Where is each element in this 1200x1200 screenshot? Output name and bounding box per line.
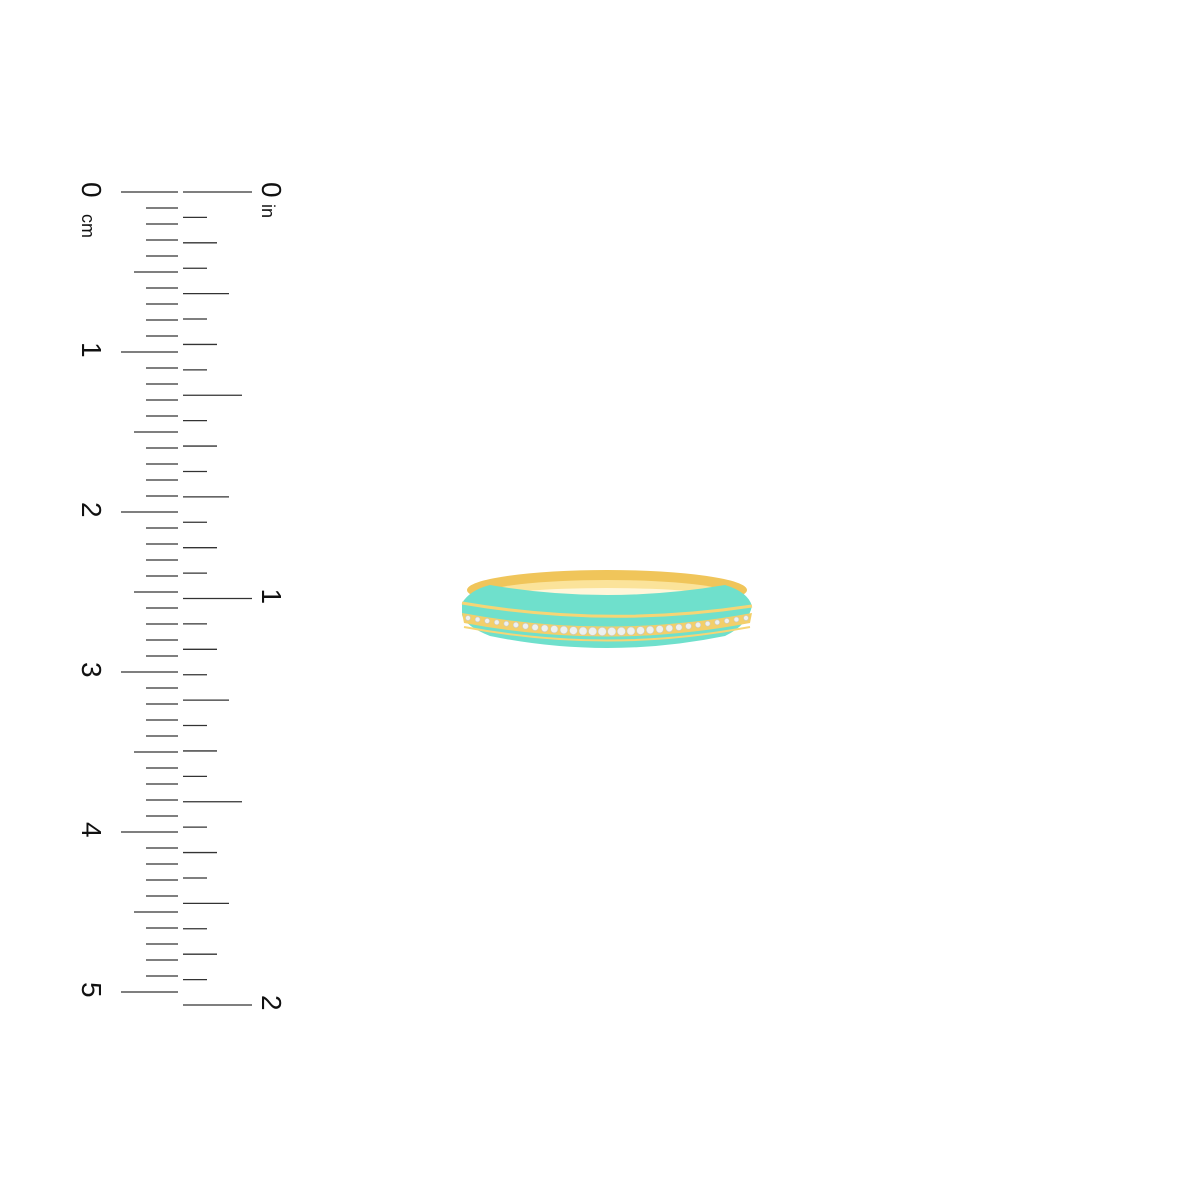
cm-label: 1	[76, 342, 107, 358]
diamond	[665, 624, 674, 633]
diamond	[550, 625, 559, 634]
diamond	[512, 621, 519, 628]
inch-unit-label: in	[258, 204, 278, 218]
ring-image	[461, 570, 753, 648]
diamond	[588, 626, 598, 636]
inch-labels: 0 1 2 in	[256, 182, 287, 1011]
diamond	[503, 620, 510, 627]
diamond	[493, 619, 500, 626]
diamond	[704, 620, 711, 627]
inch-scale	[183, 191, 252, 1006]
inch-label: 1	[256, 589, 287, 605]
diamond	[484, 618, 490, 624]
cm-unit-label: cm	[78, 214, 98, 238]
diamond	[733, 616, 740, 623]
cm-label: 0	[76, 182, 107, 198]
inch-label: 0	[256, 182, 287, 198]
diamond	[636, 626, 645, 635]
cm-label: 5	[76, 982, 107, 998]
diamond	[714, 619, 721, 626]
diamond	[474, 616, 481, 623]
cm-label: 2	[76, 502, 107, 518]
diamond	[655, 625, 664, 634]
diamond	[597, 626, 607, 636]
diamond	[559, 625, 569, 635]
diamond	[695, 621, 702, 628]
diamond	[743, 615, 749, 621]
diamond	[626, 626, 636, 636]
diamond	[645, 625, 655, 635]
diamond	[569, 626, 578, 635]
cm-scale	[121, 191, 178, 993]
diamond	[616, 626, 626, 636]
diamond	[465, 615, 471, 621]
diamond	[607, 626, 617, 636]
inch-label: 2	[256, 995, 287, 1011]
diamond	[675, 623, 683, 631]
diamond	[724, 618, 730, 624]
diamond-row	[465, 615, 749, 636]
cm-label: 4	[76, 822, 107, 838]
diamond	[522, 622, 529, 630]
diamond	[685, 622, 692, 630]
cm-label: 3	[76, 662, 107, 678]
diamond	[578, 626, 588, 636]
cm-labels: 0 1 2 3 4 5 cm	[76, 182, 107, 998]
diamond	[531, 623, 539, 631]
diamond	[540, 624, 549, 633]
